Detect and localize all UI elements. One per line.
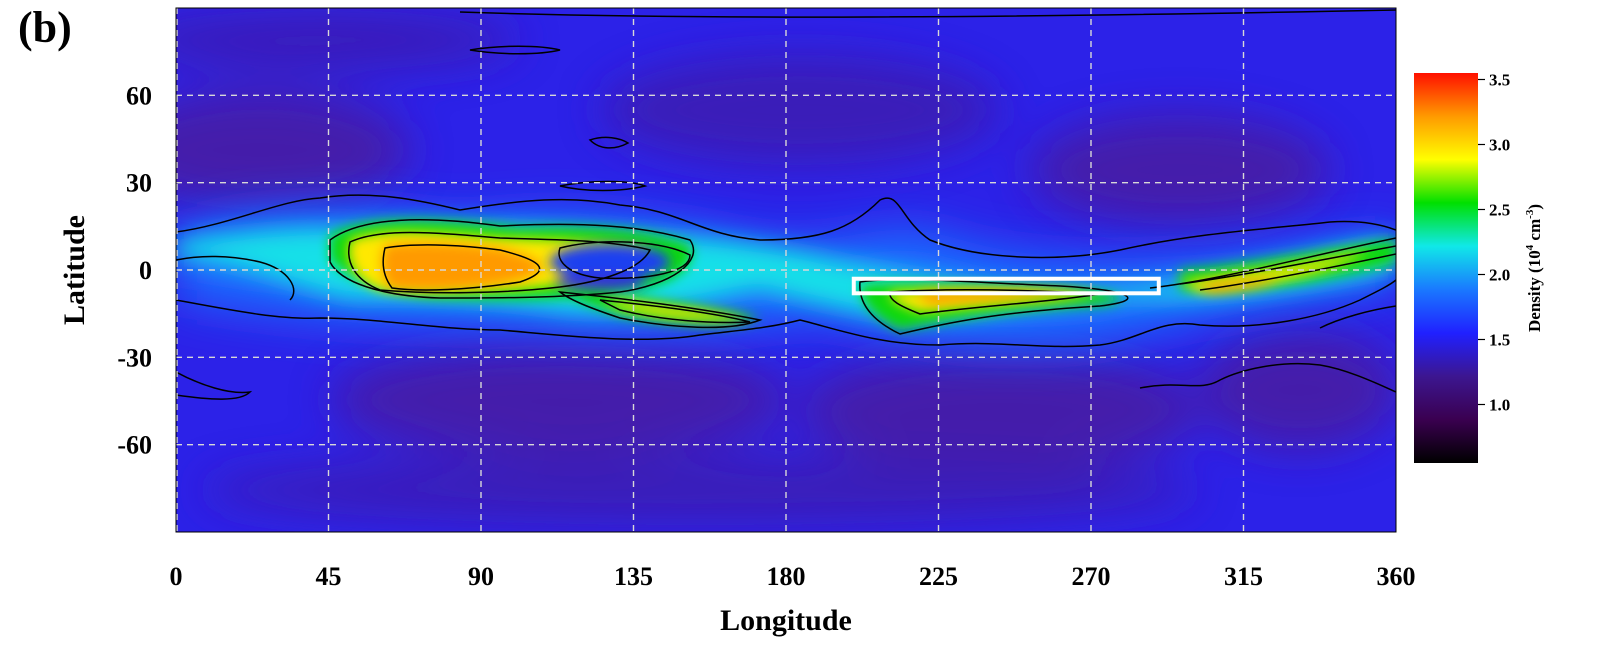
highlight-box <box>851 276 1161 296</box>
cavity-shading <box>550 244 670 290</box>
x-tick-label: 180 <box>767 562 806 591</box>
x-tick-label: 0 <box>170 562 183 591</box>
colorbar-tick-label: 2.5 <box>1489 201 1510 220</box>
contour-line <box>1319 305 1396 329</box>
x-tick-label: 225 <box>919 562 958 591</box>
contour-line <box>1149 237 1396 289</box>
x-tick-label: 45 <box>316 562 342 591</box>
contour-line <box>176 279 1396 348</box>
colorbar-ticks: 1.0 1.5 2.0 2.5 3.0 3.5 <box>1478 71 1510 415</box>
x-axis-ticks: 0 45 90 135 180 225 270 315 360 <box>170 562 1416 591</box>
background-shading <box>176 10 1396 525</box>
x-tick-label: 90 <box>468 562 494 591</box>
contour-line <box>459 9 1396 18</box>
y-tick-label: -30 <box>117 343 152 372</box>
x-tick-label: 270 <box>1072 562 1111 591</box>
y-tick-label: 30 <box>126 169 152 198</box>
y-tick-label: -60 <box>117 431 152 460</box>
contour-line <box>382 244 541 291</box>
y-tick-label: 60 <box>126 81 152 110</box>
plot-frame <box>175 7 1397 533</box>
heatmap <box>176 8 1396 532</box>
colorbar-tick-label: 1.5 <box>1489 331 1510 350</box>
contour-line <box>1139 362 1396 393</box>
panel-label: (b) <box>18 3 72 52</box>
colorbar-tick-label: 3.5 <box>1489 71 1510 90</box>
contour-line <box>599 299 751 324</box>
x-axis-title: Longitude <box>720 604 852 637</box>
contour-line <box>1199 253 1396 291</box>
x-tick-label: 315 <box>1224 562 1263 591</box>
contour-line <box>889 289 1101 315</box>
contour-line <box>557 291 763 329</box>
contour-line <box>1179 245 1396 285</box>
contour-line <box>176 371 253 400</box>
grid-lines <box>176 8 1396 532</box>
contour-line <box>176 255 295 301</box>
contour-line <box>348 231 652 294</box>
colorbar-tick-label: 2.0 <box>1489 266 1510 285</box>
x-tick-label: 135 <box>614 562 653 591</box>
colorbar-tick-label: 3.0 <box>1489 136 1510 155</box>
contour-line <box>329 219 695 299</box>
y-axis-title: Latitude <box>58 215 91 325</box>
contour-line <box>588 136 630 149</box>
y-axis-ticks: 60 30 0 -30 -60 <box>117 81 152 459</box>
contour-line <box>859 278 1129 335</box>
colorbar-tick-label: 1.0 <box>1489 396 1510 415</box>
colorbar-title: Density (104 cm-3) <box>1524 204 1544 332</box>
colorbar: 1.0 1.5 2.0 2.5 3.0 3.5 Density (104 cm-3) <box>1414 71 1544 463</box>
x-tick-label: 360 <box>1377 562 1416 591</box>
contour-line <box>176 194 1396 259</box>
colorbar-gradient <box>1414 73 1478 463</box>
y-tick-label: 0 <box>139 256 152 285</box>
contour-line <box>469 45 561 55</box>
